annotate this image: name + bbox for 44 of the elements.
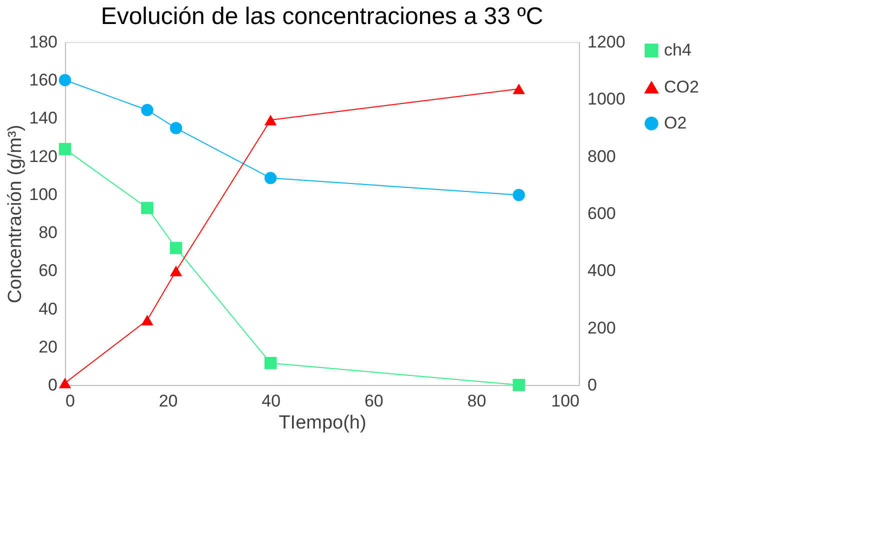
x-axis-title: TIempo(h) bbox=[278, 412, 366, 434]
point bbox=[58, 74, 72, 86]
x-tick-label: 20 bbox=[158, 392, 178, 410]
y-tick-label: 0 bbox=[48, 376, 58, 394]
x-tick-label: 80 bbox=[467, 392, 486, 410]
y-tick-label: 160 bbox=[29, 70, 58, 90]
y-tick-label: 180 bbox=[29, 32, 58, 52]
x-tick-label: 0 bbox=[66, 392, 75, 410]
x-tick-label: 100 bbox=[551, 392, 580, 410]
y2-tick-label: 0 bbox=[588, 376, 597, 394]
y-tick-label: 60 bbox=[38, 261, 58, 280]
y2-tick-label: 600 bbox=[588, 204, 616, 223]
point bbox=[264, 114, 277, 126]
point bbox=[141, 314, 154, 326]
y-tick-label: 80 bbox=[38, 223, 58, 242]
x-tick-label: 60 bbox=[364, 392, 384, 410]
y2-tick-label: 1200 bbox=[588, 32, 626, 52]
point bbox=[264, 172, 277, 184]
y2-tick-label: 1000 bbox=[588, 90, 626, 109]
point bbox=[58, 378, 72, 388]
legend-label: O2 bbox=[664, 114, 687, 132]
point bbox=[170, 122, 182, 134]
point bbox=[512, 378, 525, 392]
point bbox=[141, 104, 154, 116]
point bbox=[170, 242, 182, 254]
y2-tick-label: 400 bbox=[588, 261, 616, 280]
legend-label: CO2 bbox=[664, 78, 699, 96]
x-tick-label: 40 bbox=[262, 392, 281, 410]
y2-tick-label: 800 bbox=[588, 146, 616, 166]
y-tick-label: 140 bbox=[29, 108, 58, 128]
y-tick-label: 40 bbox=[38, 299, 58, 318]
y-tick-label: 120 bbox=[29, 146, 58, 166]
point bbox=[264, 356, 277, 370]
chart-title: Evolución de las concentraciones a 33 ºC bbox=[100, 3, 544, 30]
y-tick-label: 100 bbox=[29, 184, 58, 204]
y2-tick-label: 200 bbox=[588, 318, 616, 338]
y-axis-title: Concentración (g/m³) bbox=[5, 124, 26, 304]
point bbox=[512, 84, 525, 94]
point bbox=[170, 266, 182, 276]
point bbox=[141, 202, 154, 214]
y-tick-label: 20 bbox=[38, 337, 58, 356]
point bbox=[512, 188, 525, 202]
legend-label: ch4 bbox=[664, 40, 692, 60]
point bbox=[58, 142, 72, 156]
